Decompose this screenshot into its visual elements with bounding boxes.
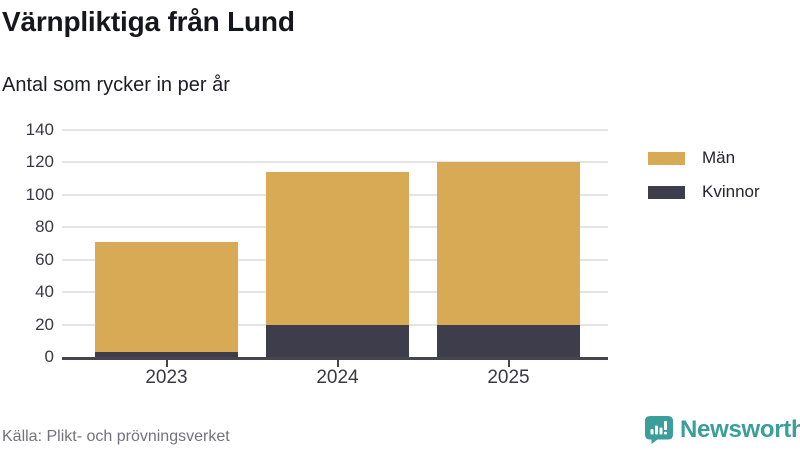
x-tick-label: 2025 — [487, 367, 530, 388]
bar-segment-män-2025 — [437, 162, 580, 325]
legend-label: Män — [702, 148, 736, 167]
gridline — [62, 161, 608, 164]
x-tick — [508, 360, 510, 367]
y-tick-label: 120 — [25, 152, 54, 172]
chart-title: Värnpliktiga från Lund — [2, 6, 295, 37]
bar-segment-män-2024 — [266, 172, 409, 325]
logo-exclamation-dot — [664, 431, 667, 435]
y-tick-label: 0 — [44, 347, 54, 366]
logo-bar-short — [650, 429, 654, 435]
legend-swatch — [648, 185, 685, 199]
source-note: Källa: Plikt- och prövningsverket — [2, 428, 230, 445]
x-tick — [166, 360, 168, 367]
legend-item-män: Män — [648, 148, 760, 168]
y-tick-label: 80 — [35, 217, 54, 237]
logo-bar-medium — [659, 427, 663, 435]
legend-label: Kvinnor — [702, 182, 760, 201]
newsworthy-logo-icon — [645, 416, 673, 444]
legend: Män Kvinnor — [648, 148, 760, 216]
logo-bar-tall — [655, 425, 658, 435]
logo-exclamation-line — [664, 421, 667, 430]
chart-subtitle: Antal som rycker in per år — [2, 74, 230, 96]
gridline — [62, 129, 608, 131]
bar-segment-män-2023 — [95, 241, 238, 353]
newsworthy-wordmark: Newsworthy — [680, 416, 800, 443]
y-tick-label: 140 — [25, 120, 54, 139]
y-tick-label: 100 — [25, 184, 54, 204]
y-tick-label: 60 — [35, 249, 54, 269]
bar-2024 — [266, 172, 409, 357]
branding: Newsworthy — [645, 416, 800, 444]
legend-item-kvinnor: Kvinnor — [648, 182, 760, 202]
bar-segment-kvinnor-2025 — [437, 324, 580, 357]
x-tick-label: 2023 — [145, 367, 188, 388]
x-tick-label: 2024 — [316, 367, 359, 388]
bar-2025 — [437, 162, 580, 357]
x-axis-line — [62, 357, 608, 360]
legend-swatch — [648, 151, 685, 165]
y-tick-label: 20 — [35, 314, 54, 334]
bar-segment-kvinnor-2023 — [95, 352, 238, 357]
bar-segment-kvinnor-2024 — [266, 324, 409, 357]
x-tick — [337, 360, 339, 367]
bar-2023 — [95, 241, 238, 357]
y-tick-label: 40 — [35, 282, 54, 302]
plot-area — [62, 129, 608, 357]
